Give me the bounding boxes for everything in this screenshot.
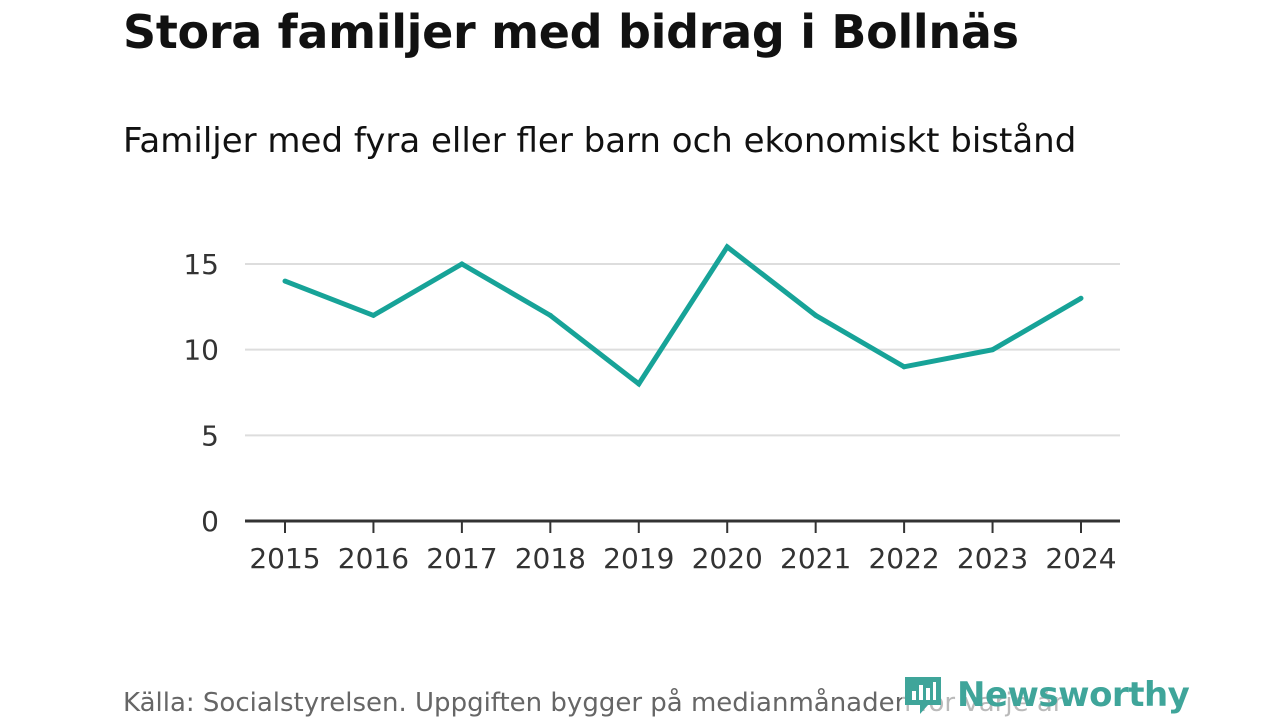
y-tick-label: 15: [183, 248, 219, 281]
gridlines: [245, 263, 1120, 437]
x-tick-label: 2015: [249, 542, 320, 575]
data-point: [724, 244, 730, 250]
x-tick-label: 2017: [426, 542, 497, 575]
x-tick-label: 2021: [780, 542, 851, 575]
data-point: [547, 312, 553, 318]
x-tick-label: 2016: [338, 542, 409, 575]
chart-subtitle: Familjer med fyra eller fler barn och ek…: [123, 121, 1077, 161]
newsworthy-logo-icon: [905, 677, 941, 714]
y-tick-label: 10: [183, 334, 219, 367]
data-point: [459, 261, 465, 267]
x-tick-label: 2020: [692, 542, 763, 575]
data-point: [990, 347, 996, 353]
x-tick-label: 2018: [515, 542, 586, 575]
data-point: [1078, 295, 1084, 301]
series: [282, 243, 1084, 388]
y-tick-label: 5: [201, 419, 219, 452]
y-tick-label: 0: [201, 505, 219, 538]
x-tick-label: 2019: [603, 542, 674, 575]
brand-name: Newsworthy: [957, 675, 1190, 715]
x-tick-label: 2023: [957, 542, 1028, 575]
brand-logo: Newsworthy: [902, 670, 1190, 720]
y-axis-ticks: 0 5 10 15: [183, 248, 219, 538]
data-point: [282, 278, 288, 284]
data-point: [370, 312, 376, 318]
data-point: [901, 364, 907, 370]
x-axis-ticks: 2015 2016 2017 2018 2019 2020 2021 2022 2023 2024: [249, 521, 1117, 575]
chart-title: Stora familjer med bidrag i Bollnäs: [123, 5, 1019, 59]
x-tick-label: 2022: [868, 542, 939, 575]
data-point: [813, 312, 819, 318]
series-line: [284, 243, 1083, 388]
x-tick-label: 2024: [1045, 542, 1116, 575]
data-point: [636, 381, 642, 387]
